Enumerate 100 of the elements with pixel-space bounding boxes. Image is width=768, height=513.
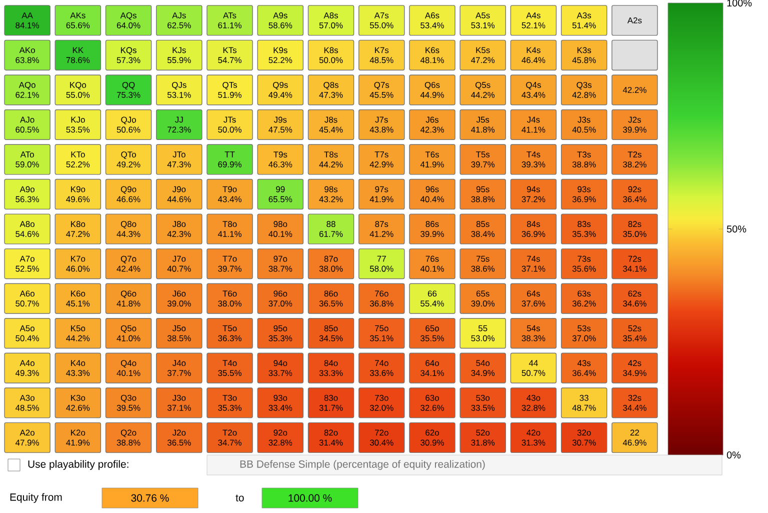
data-label: KQo 55.0% — [66, 82, 90, 98]
data-label: K8s 50.0% — [319, 47, 343, 64]
data-label: KJo 53.5% — [66, 116, 90, 133]
data-label: 97s 41.9% — [370, 186, 394, 202]
data-label: J9s 47.5% — [268, 116, 292, 133]
data-label: 65o 35.5% — [420, 325, 444, 342]
data-label: A4s 52.1% — [522, 12, 546, 28]
data-label: AJo 60.5% — [16, 116, 40, 133]
data-label: J3s 40.5% — [572, 116, 596, 133]
data-label: KQs 57.3% — [116, 47, 140, 64]
data-label: 72o 30.4% — [370, 430, 394, 446]
data-label: Q8o 44.3% — [116, 221, 140, 237]
data-label: J2s 39.9% — [623, 116, 646, 133]
data-label: 93o 33.4% — [268, 394, 292, 411]
data-label: 52o 31.8% — [471, 430, 495, 446]
data-label: A3o 48.5% — [15, 394, 40, 411]
data-label: 97o 38.7% — [268, 256, 292, 272]
data-label: TT 69.9% — [218, 152, 242, 168]
data-label: Q9o 46.6% — [116, 186, 140, 202]
data-label: KK 78.6% — [66, 47, 90, 64]
data-label: J4o 37.7% — [167, 360, 191, 376]
data-label: J5s 41.8% — [471, 116, 495, 133]
data-label: K5o 44.2% — [66, 325, 90, 342]
data-label: ATo 59.0% — [16, 152, 40, 168]
data-label: Q3s 42.8% — [572, 82, 596, 98]
data-label: A6s 53.4% — [420, 12, 444, 28]
data-label: 66 55.4% — [420, 290, 444, 307]
data-label: AKs 65.6% — [66, 12, 90, 28]
data-label: 84s 36.9% — [522, 221, 546, 237]
data-label: KJs 55.9% — [167, 47, 191, 64]
data-label: A7o 52.5% — [16, 256, 40, 272]
data-label: T9s 46.3% — [268, 151, 292, 168]
data-label: 64o 34.1% — [420, 360, 444, 376]
text: A2s — [627, 17, 642, 24]
data-label: 96o 37.0% — [268, 290, 292, 307]
data-label: 52s 35.4% — [623, 325, 646, 342]
data-label: 75o 35.1% — [370, 325, 394, 342]
text: 30.76 % — [131, 494, 169, 502]
data-label: 44 50.7% — [522, 360, 546, 376]
data-label: JTs 50.0% — [218, 116, 242, 133]
text: Use playability profile: — [28, 460, 128, 470]
data-label: A2o 47.9% — [15, 430, 40, 446]
data-label: 94o 33.7% — [268, 360, 292, 376]
data-label: 92s 36.4% — [623, 186, 646, 202]
data-label: 42s 34.9% — [623, 360, 646, 376]
data-label: KTo 52.2% — [66, 152, 90, 168]
data-label: 87s 41.2% — [370, 221, 394, 237]
text: Equity from — [10, 493, 62, 503]
data-label: JTo 47.3% — [167, 152, 191, 168]
data-label: J6s 42.3% — [420, 116, 444, 133]
data-label: 65s 39.0% — [471, 290, 495, 307]
data-label: K6o 45.1% — [66, 290, 90, 307]
data-label: K9o 49.6% — [66, 186, 90, 202]
data-label: K7s 48.5% — [370, 47, 394, 64]
data-label: ATs 61.1% — [218, 12, 242, 28]
data-label: A5o 50.4% — [16, 325, 40, 342]
data-label: T6s 41.9% — [420, 151, 444, 168]
data-label: T2o 34.7% — [218, 430, 242, 446]
data-label: K3o 42.6% — [66, 394, 90, 411]
data-label: 76s 40.1% — [420, 256, 444, 272]
data-label: A3s 51.4% — [572, 12, 596, 28]
data-label: J5o 38.5% — [167, 325, 191, 342]
data-label: 53o 33.5% — [471, 394, 495, 411]
data-label: T5s 39.7% — [471, 152, 495, 168]
data-label: 43s 36.4% — [572, 360, 596, 376]
data-label: AA 84.1% — [16, 12, 40, 28]
data-label: A7s 55.0% — [370, 12, 394, 28]
data-label: J6o 39.0% — [167, 290, 191, 307]
data-label: 98s 43.2% — [319, 186, 343, 202]
data-label: 86o 36.5% — [319, 290, 343, 307]
data-label: J9o 44.6% — [167, 186, 191, 202]
data-label: 53s 37.0% — [572, 325, 596, 342]
data-label: T7o 39.7% — [218, 256, 242, 272]
data-label: 99 65.5% — [268, 186, 292, 202]
data-label: 96s 40.4% — [420, 186, 444, 202]
data-label: 73o 32.0% — [370, 394, 394, 411]
data-label: T4s 39.3% — [522, 152, 546, 168]
text: to — [236, 494, 244, 502]
data-label: K9s 52.2% — [268, 47, 292, 64]
data-label: Q5s 44.2% — [471, 82, 495, 98]
data-label: A5s 53.1% — [471, 12, 495, 28]
data-label: 82o 31.4% — [319, 430, 343, 446]
data-label: A8s 57.0% — [319, 12, 343, 28]
data-label: 88 61.7% — [319, 221, 343, 237]
data-label: K4o 43.3% — [66, 360, 90, 376]
data-label: AQo 62.1% — [16, 82, 40, 98]
data-label: 77 58.0% — [370, 256, 394, 272]
data-label: T4o 35.5% — [218, 360, 242, 376]
data-label: 98o 40.1% — [268, 221, 292, 237]
data-label: 42.2% — [622, 86, 646, 93]
data-label: QTo 49.2% — [116, 151, 140, 168]
data-label: AKo 63.8% — [16, 47, 40, 64]
data-label: J8o 42.3% — [167, 221, 191, 237]
data-label: 94s 37.2% — [522, 186, 546, 202]
data-label: 54o 34.9% — [471, 360, 495, 376]
data-label: 43o 32.8% — [522, 394, 546, 411]
data-label: 72s 34.1% — [623, 256, 646, 272]
data-label: A4o 49.3% — [15, 360, 40, 376]
data-label: J7s 43.8% — [370, 116, 394, 133]
data-label: QJs 53.1% — [167, 82, 191, 98]
